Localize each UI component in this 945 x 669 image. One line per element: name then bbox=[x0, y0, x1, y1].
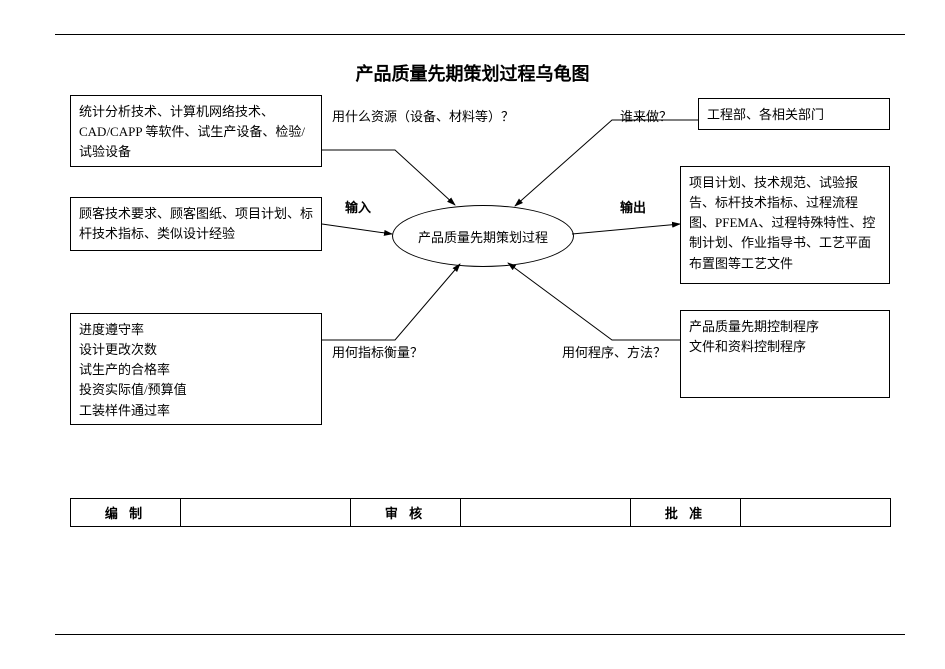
signoff-row: 编 制审 核批 准 bbox=[71, 499, 891, 527]
arrow bbox=[572, 224, 680, 234]
arrow-layer bbox=[0, 0, 945, 669]
signoff-label: 批 准 bbox=[631, 499, 741, 527]
signoff-label: 审 核 bbox=[351, 499, 461, 527]
arrow bbox=[322, 224, 392, 234]
signoff-field bbox=[181, 499, 351, 527]
signoff-table: 编 制审 核批 准 bbox=[70, 498, 891, 527]
signoff-field bbox=[741, 499, 891, 527]
signoff-label: 编 制 bbox=[71, 499, 181, 527]
arrow bbox=[322, 150, 455, 205]
arrow bbox=[515, 120, 698, 206]
turtle-diagram-canvas: 产品质量先期策划过程乌龟图 统计分析技术、计算机网络技术、CAD/CAPP 等软… bbox=[0, 0, 945, 669]
signoff-field bbox=[461, 499, 631, 527]
arrow bbox=[322, 264, 460, 340]
arrow bbox=[508, 263, 680, 340]
